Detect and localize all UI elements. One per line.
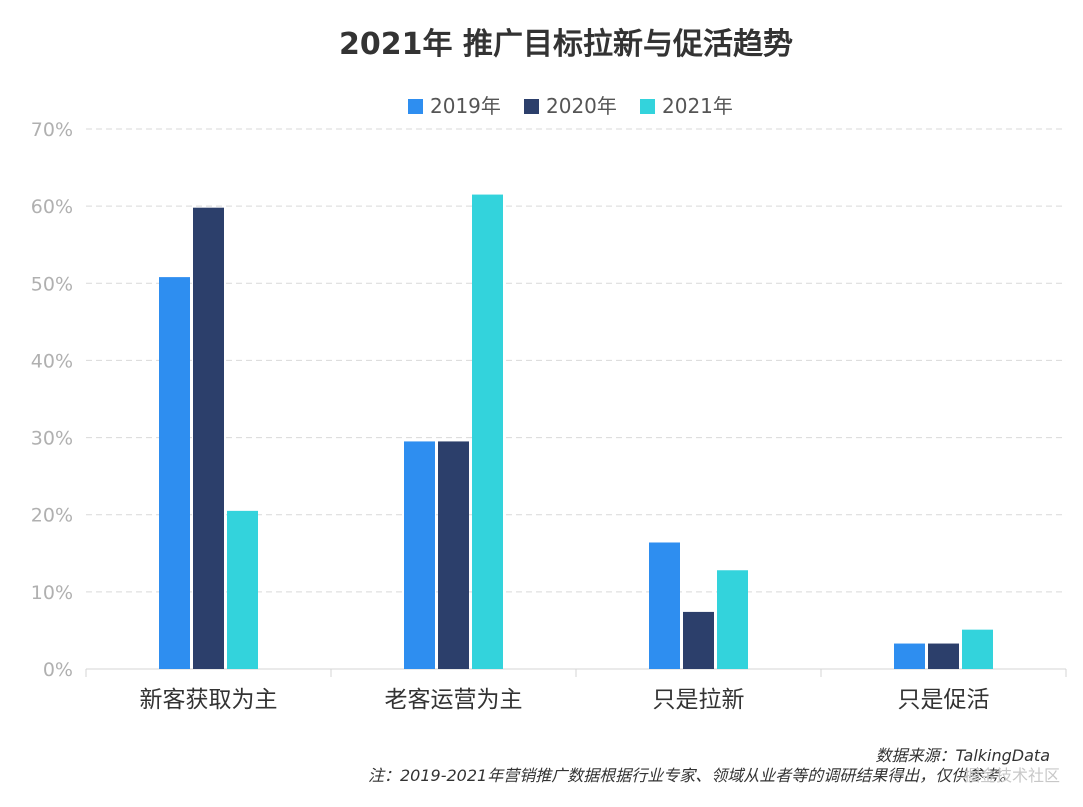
- bar: [683, 611, 714, 669]
- legend-label: 2020年: [546, 94, 617, 118]
- bar: [227, 510, 258, 669]
- x-tick-label: 新客获取为主: [140, 687, 278, 713]
- y-tick-label: 60%: [31, 196, 73, 218]
- bar: [159, 277, 190, 669]
- footnote: 注：2019-2021年营销推广数据根据行业专家、领域从业者等的调研结果得出，仅…: [368, 766, 1015, 785]
- watermark: 掘金技术社区: [964, 766, 1060, 785]
- bar: [404, 441, 435, 669]
- y-tick-label: 50%: [31, 273, 73, 295]
- chart-title: 2021年 推广目标拉新与促活趋势: [339, 27, 793, 62]
- bar: [193, 207, 224, 669]
- bar: [962, 629, 993, 669]
- y-tick-label: 20%: [31, 505, 73, 527]
- legend-label: 2019年: [430, 94, 501, 118]
- y-tick-label: 30%: [31, 428, 73, 450]
- bar: [438, 441, 469, 669]
- legend-label: 2021年: [662, 94, 733, 118]
- legend-swatch: [640, 99, 655, 114]
- legend-swatch: [524, 99, 539, 114]
- bar: [928, 643, 959, 669]
- bar: [649, 542, 680, 669]
- y-tick-label: 70%: [31, 119, 73, 141]
- bar: [472, 194, 503, 670]
- y-axis: 0% 10% 20% 30% 40% 50% 60% 70%: [31, 119, 73, 681]
- x-tick-label: 只是拉新: [653, 687, 745, 713]
- legend: 2019年 2020年 2021年: [408, 94, 733, 118]
- x-tick-label: 老客运营为主: [385, 687, 523, 713]
- bar: [717, 570, 748, 669]
- y-tick-label: 10%: [31, 582, 73, 604]
- legend-swatch: [408, 99, 423, 114]
- x-tick-label: 只是促活: [898, 687, 990, 713]
- x-axis: 新客获取为主 老客运营为主 只是拉新 只是促活: [85, 668, 1067, 713]
- bars: [159, 194, 993, 670]
- y-tick-label: 0%: [43, 659, 73, 681]
- bar: [894, 643, 925, 669]
- y-tick-label: 40%: [31, 350, 73, 372]
- source-note: 数据来源：TalkingData: [875, 746, 1050, 765]
